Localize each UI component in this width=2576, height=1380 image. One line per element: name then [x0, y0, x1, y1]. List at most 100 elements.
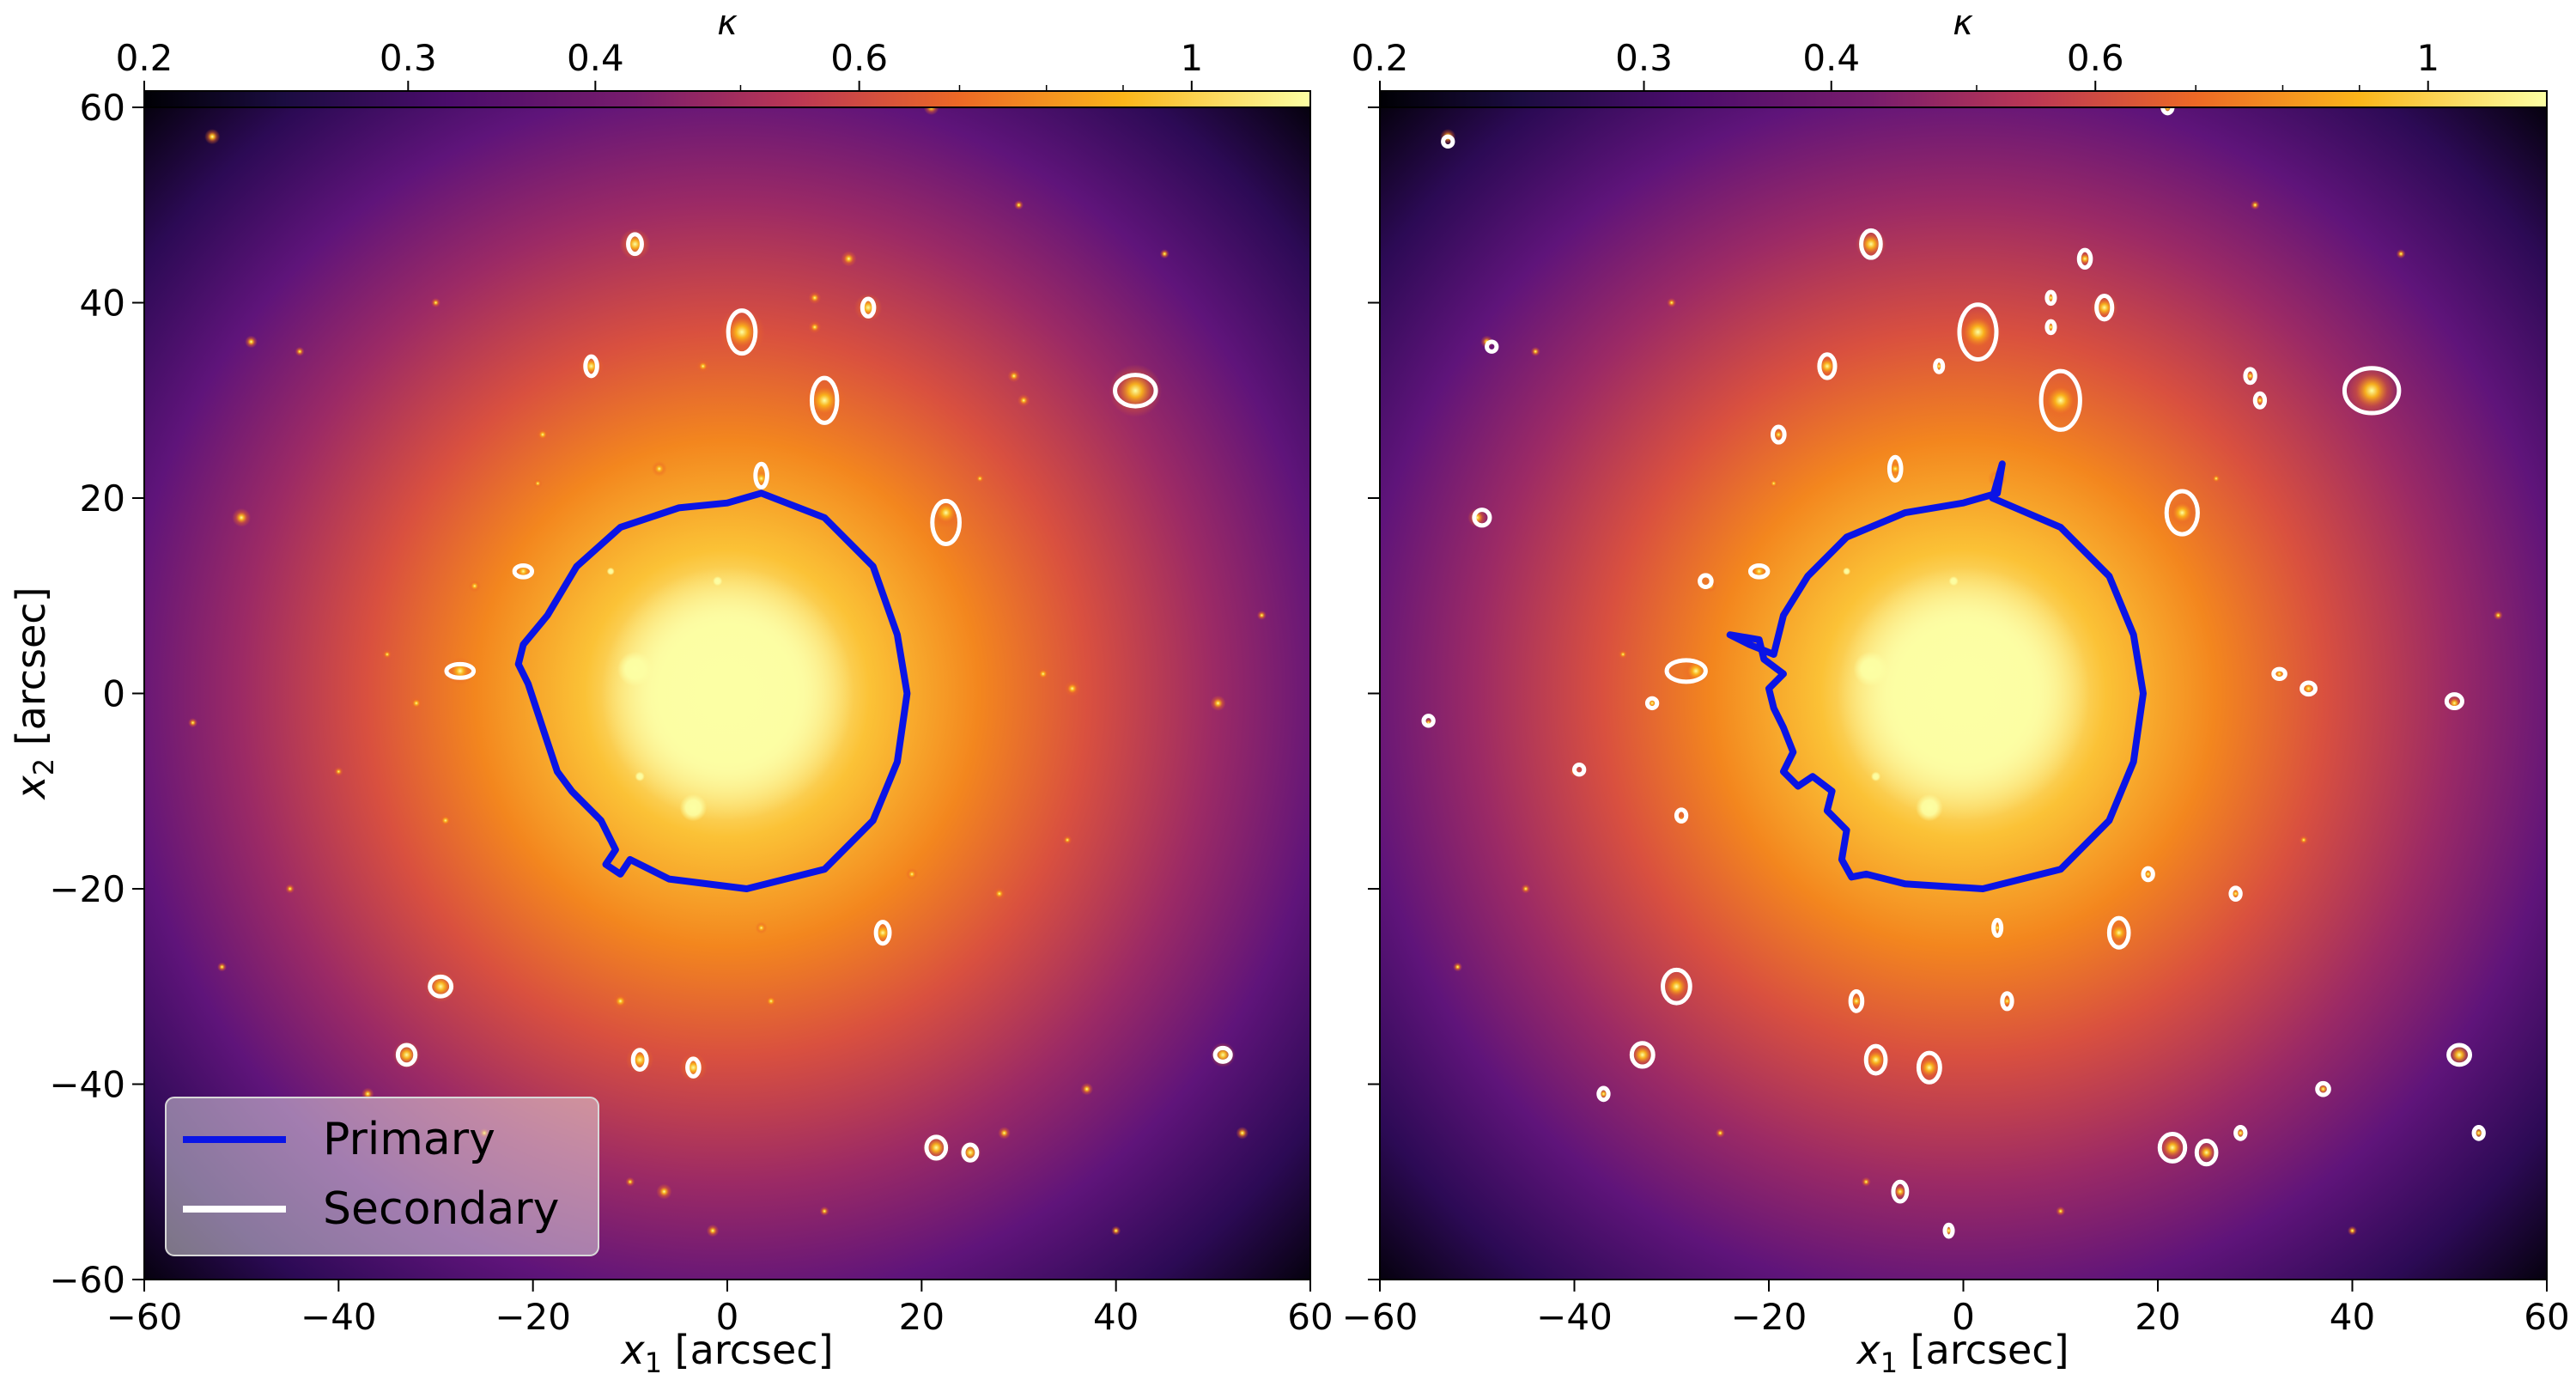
right-galaxy [1530, 346, 1540, 356]
left-galaxy [1036, 667, 1050, 680]
right-galaxy [1618, 649, 1628, 660]
right-x-tick-label: 20 [2135, 1296, 2180, 1338]
left-galaxy [1080, 1082, 1093, 1096]
right-galaxy [2396, 249, 2406, 259]
right-secondary-contour [2044, 319, 2057, 336]
left-secondary-contour [809, 375, 840, 425]
right-x-tick-label: −40 [1536, 1296, 1613, 1338]
right-secondary-contour [1485, 339, 1499, 354]
right-galaxy [2195, 1141, 2218, 1164]
left-y-tick-label: 20 [80, 477, 125, 520]
left-galaxy [1017, 394, 1030, 407]
left-colorbar-ticks: 0.2 0.3 0.4 0.6 1 [116, 37, 1203, 91]
right-galaxy [2056, 1206, 2066, 1216]
right-secondary-contour [1933, 358, 1946, 374]
left-galaxy [382, 649, 392, 660]
right-secondary-contour [2300, 680, 2318, 697]
right-secondary-contour [1957, 302, 1999, 362]
right-secondary-contour [1886, 454, 1904, 483]
left-galaxy [532, 478, 543, 489]
right-secondary-contour [1644, 696, 1660, 711]
left-galaxy [923, 107, 939, 116]
right-secondary-contour [2000, 991, 2014, 1012]
right-secondary-contour [1942, 1222, 1955, 1239]
right-secondary-contour [2315, 1080, 2331, 1097]
left-secondary-contour [873, 920, 892, 946]
right-secondary-contour [2471, 1125, 2486, 1141]
left-secondary-contour [961, 1142, 980, 1163]
legend-secondary-label: Secondary [323, 1183, 559, 1235]
right-colorbar-tick-label: 1 [2416, 37, 2439, 79]
right-galaxy [1667, 298, 1677, 307]
left-y-tick-label: −20 [49, 868, 125, 910]
left-bright-knot [617, 651, 653, 687]
left-colorbar-tick-label: 0.4 [567, 37, 624, 79]
left-secondary-contours [395, 232, 1233, 1163]
right-secondary-contour [1817, 352, 1838, 380]
right-galaxy [2345, 364, 2398, 417]
right-bright-knot [1870, 771, 1881, 781]
left-x-tick-label: −20 [495, 1296, 571, 1338]
left-colorbar-bar [143, 90, 1311, 109]
left-galaxy [819, 1206, 829, 1216]
right-secondary-contour [1661, 967, 1692, 1006]
left-galaxy [975, 473, 985, 483]
left-galaxy [1014, 200, 1024, 210]
right-galaxy [2106, 920, 2132, 945]
left-bright-knot [606, 567, 615, 575]
right-colorbar-tick-label: 0.3 [1615, 37, 1673, 79]
right-secondary-contour [1891, 1179, 1910, 1204]
left-x-tick-label: −60 [106, 1296, 183, 1338]
left-galaxy [1210, 695, 1226, 711]
left-galaxy [188, 718, 198, 728]
left-galaxy [333, 767, 343, 776]
left-galaxy [410, 696, 423, 710]
left-colorbar-label: κ [717, 3, 738, 43]
right-galaxy [1521, 884, 1531, 894]
right-galaxy [2299, 835, 2309, 845]
left-secondary-contour [444, 661, 477, 680]
left-galaxy [217, 962, 227, 972]
left-galaxy [808, 291, 822, 305]
left-galaxy [679, 1053, 708, 1082]
left-primary-critical-curve [514, 489, 911, 892]
left-galaxy [295, 346, 305, 356]
left-secondary-contour [726, 308, 758, 356]
right-secondary-contour [1863, 1043, 1888, 1076]
left-secondary-contour [630, 1048, 649, 1072]
right-primary-critical-curve [1726, 460, 2147, 892]
right-galaxy [1769, 478, 1779, 489]
left-colorbar-tick-label: 0.3 [380, 37, 437, 79]
right-bright-knot [1916, 793, 1943, 822]
left-x-tick-label: 0 [716, 1296, 739, 1338]
right-secondary-contour [1747, 562, 1771, 580]
right-x-ticks: −60 −40 −20 0 20 40 60 [1342, 1280, 2570, 1338]
right-colorbar-tick-label: 0.2 [1352, 37, 1409, 79]
left-galaxy [612, 993, 629, 1009]
left-colorbar-tick-label: 0.6 [830, 37, 888, 79]
right-x-axis-label: x1 [arcsec] [1855, 1327, 2069, 1379]
right-panel: κ 0.2 0.3 0.4 0.6 1 −60 −40 −20 0 20 40 60 x1 [arc… [1342, 3, 2570, 1379]
left-x-tick-label: 40 [1093, 1296, 1139, 1338]
left-secondary-contour [626, 232, 644, 257]
left-galaxy [1007, 369, 1021, 383]
right-secondary-contour [1596, 1085, 1611, 1103]
right-galaxy [1861, 1176, 1871, 1187]
left-galaxy [232, 508, 252, 527]
right-secondary-contour [2228, 885, 2243, 903]
right-secondary-contour [2044, 289, 2057, 307]
right-galaxy [2038, 378, 2083, 423]
right-secondary-contour [1991, 917, 2004, 939]
right-secondary-contour [2164, 489, 2200, 537]
right-secondary-contour [2038, 368, 2082, 432]
left-galaxy [755, 921, 768, 934]
right-galaxy [2493, 611, 2503, 620]
left-galaxy [285, 884, 295, 894]
left-y-tick-label: −40 [49, 1064, 125, 1106]
left-galaxy [802, 378, 847, 423]
legend: Primary Secondary [165, 1097, 599, 1256]
right-colorbar: κ 0.2 0.3 0.4 0.6 1 [1352, 3, 2548, 109]
left-secondary-contour [583, 354, 599, 379]
right-galaxy [2211, 473, 2221, 483]
